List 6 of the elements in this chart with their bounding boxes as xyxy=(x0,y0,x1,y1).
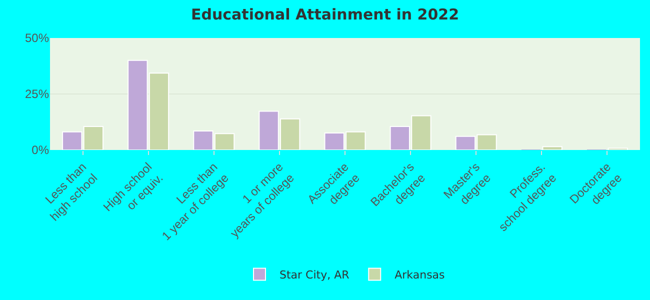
legend-label: Arkansas xyxy=(394,268,446,282)
legend-label: Star City, AR xyxy=(280,268,350,282)
y-tick-label: 50% xyxy=(24,31,50,46)
y-tick-label: 25% xyxy=(24,87,50,102)
y-tick-label: 0% xyxy=(32,143,50,158)
chart-title: Educational Attainment in 2022 xyxy=(190,6,460,24)
